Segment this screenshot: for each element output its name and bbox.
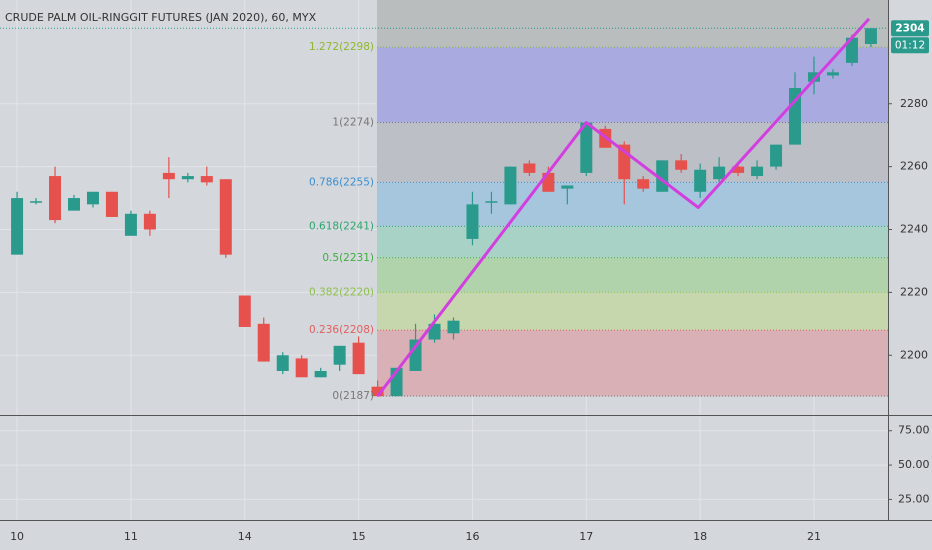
candle-body <box>523 163 536 173</box>
x-tick-label: 16 <box>465 530 479 543</box>
x-tick-label: 15 <box>352 530 366 543</box>
zigzag-line <box>376 17 871 398</box>
fib-level-label: 0(2187) <box>332 390 374 402</box>
candle-body <box>694 169 707 192</box>
candle-body <box>447 320 460 334</box>
candle-body <box>219 179 232 255</box>
fib-level-label: 0.618(2241) <box>309 220 374 232</box>
candle-body <box>257 323 270 362</box>
y-tick-label: 75.00 <box>898 424 930 437</box>
fib-level-label: 0.786(2255) <box>309 176 374 188</box>
y-tick-label: 50.00 <box>898 458 930 471</box>
candle-body <box>580 122 593 173</box>
candle-body <box>713 166 726 180</box>
fib-band <box>377 182 888 227</box>
candle-body <box>200 176 213 183</box>
chart-title: CRUDE PALM OIL-RINGGIT FUTURES (JAN 2020… <box>5 11 317 24</box>
fib-band-top <box>377 0 888 48</box>
fib-level-label: 0.5(2231) <box>322 252 374 264</box>
candle-body <box>826 72 839 76</box>
fib-level-label: 0.236(2208) <box>309 324 374 336</box>
candle-body <box>68 198 80 211</box>
candle-body <box>466 204 479 239</box>
candle-body <box>675 160 688 170</box>
candle-body <box>561 185 574 189</box>
fib-level-label: 0.382(2220) <box>309 286 374 298</box>
x-tick-label: 18 <box>693 530 707 543</box>
fib-band <box>377 330 888 397</box>
candle-body <box>11 198 24 255</box>
candle-body <box>845 37 858 63</box>
candle-body <box>732 166 745 173</box>
candle-body <box>49 176 62 221</box>
x-tick-label: 17 <box>579 530 593 543</box>
candle-body <box>162 172 175 180</box>
y-tick-label: 2220 <box>900 285 928 298</box>
fib-band <box>377 226 888 258</box>
y-tick-label: 25.00 <box>898 492 930 505</box>
candle-body <box>409 339 422 371</box>
candle-body <box>124 213 137 236</box>
candle-body <box>808 72 820 82</box>
x-tick-label: 11 <box>124 530 138 543</box>
candle-body <box>86 191 99 205</box>
candle-body <box>314 370 327 378</box>
candle-body <box>143 213 156 230</box>
candle-body <box>504 166 517 205</box>
candle-body <box>238 295 251 327</box>
x-tick-label: 21 <box>807 530 821 543</box>
x-tick-label: 14 <box>238 530 252 543</box>
fib-band <box>377 122 888 183</box>
last-price-box <box>891 20 929 37</box>
candle-body <box>371 386 384 397</box>
last-price-label: 2304 <box>895 22 924 34</box>
candle-body <box>751 166 764 177</box>
fib-level-label: 1.272(2298) <box>309 41 374 53</box>
y-tick-label: 2240 <box>900 223 928 236</box>
candle-body <box>105 191 118 217</box>
fib-band <box>377 292 888 331</box>
x-tick-label: 10 <box>10 530 24 543</box>
candle-body <box>770 144 783 167</box>
candle-body <box>295 358 308 378</box>
fib-band <box>377 257 888 293</box>
candle-body <box>864 28 877 45</box>
y-tick-label: 2280 <box>900 97 928 110</box>
countdown-box <box>891 37 929 54</box>
fib-level-label: 1(2274) <box>332 117 374 129</box>
candle-body <box>181 176 194 180</box>
countdown-label: 01:12 <box>895 39 925 51</box>
candle-body <box>352 342 365 375</box>
y-tick-label: 2200 <box>900 348 928 361</box>
fib-band <box>377 47 888 123</box>
candle-body <box>276 355 289 371</box>
y-tick-label: 2260 <box>900 160 928 173</box>
candle-body <box>333 345 346 365</box>
candle-body <box>485 201 498 203</box>
candle-body <box>30 201 43 203</box>
candle-body <box>637 179 650 189</box>
main-layer <box>0 17 888 398</box>
